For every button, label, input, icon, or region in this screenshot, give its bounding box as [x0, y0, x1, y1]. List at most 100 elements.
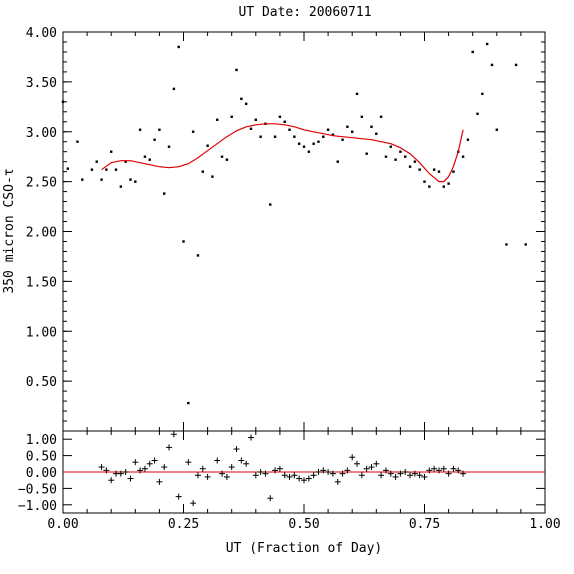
data-point [331, 133, 335, 136]
residual-point [137, 467, 144, 474]
residual-point [170, 431, 177, 438]
data-point [404, 155, 407, 158]
resid-xtick-label: 0.75 [409, 517, 440, 532]
main-ytick-label: 0.50 [26, 375, 57, 390]
residual-point [276, 465, 283, 472]
x-axis-label: UT (Fraction of Day) [226, 541, 383, 556]
data-point [384, 155, 388, 158]
data-point [447, 182, 450, 185]
data-point [461, 155, 465, 158]
residual-point [175, 493, 182, 500]
data-point [326, 128, 330, 131]
data-point [428, 185, 431, 188]
data-point [100, 178, 103, 181]
data-point [307, 150, 311, 153]
data-point [394, 158, 397, 161]
residual-point [151, 457, 158, 464]
data-point [418, 168, 421, 171]
residual-point [267, 495, 274, 502]
data-point [81, 178, 84, 181]
data-point [220, 155, 224, 158]
residual-point [156, 478, 163, 485]
data-point [110, 150, 113, 153]
data-point [66, 167, 70, 170]
residual-point [166, 444, 173, 451]
data-point [437, 170, 441, 173]
data-point [76, 140, 79, 143]
data-point [375, 132, 378, 135]
data-point [490, 63, 494, 67]
main-plot-frame [62, 31, 546, 432]
data-point [476, 112, 479, 115]
data-point [336, 160, 339, 163]
residual-point [214, 457, 221, 464]
residual-point [440, 465, 447, 472]
residual-point [373, 460, 380, 467]
data-point [293, 135, 296, 138]
residual-point [411, 470, 418, 477]
data-point [269, 203, 272, 206]
residual-point [223, 473, 230, 480]
residual-point [247, 434, 254, 441]
data-point [432, 168, 436, 171]
data-point [216, 118, 219, 121]
residual-points [98, 431, 467, 507]
residual-point [98, 464, 105, 471]
residual-point [262, 470, 269, 477]
main-x-ticks [86, 32, 522, 431]
residual-point [455, 467, 462, 474]
data-point [317, 140, 320, 143]
data-point [163, 192, 166, 195]
data-point [153, 138, 156, 141]
residual-point [344, 467, 351, 474]
resid-ytick-label: 1.00 [26, 433, 57, 448]
data-point [124, 160, 127, 163]
residual-point [296, 475, 303, 482]
residual-point [310, 472, 317, 479]
data-point [105, 168, 108, 171]
resid-ytick-label: 0.00 [26, 466, 57, 481]
residual-point [141, 465, 148, 472]
data-point [495, 128, 498, 131]
main-ytick-label: 1.00 [26, 325, 57, 340]
fit-curve-line [101, 123, 464, 183]
residual-point [194, 472, 201, 479]
residual-point [325, 469, 332, 475]
residual-point [349, 454, 356, 461]
residual-point [421, 473, 428, 480]
residual-point [132, 459, 139, 466]
residual-point [334, 478, 341, 485]
resid-ytick-label: −0.50 [18, 482, 57, 497]
main-ytick-label: 2.00 [26, 226, 57, 241]
residual-point [320, 467, 327, 474]
residual-point [339, 470, 346, 477]
residual-point [315, 469, 322, 475]
y-axis-label: 350 micron CSO-τ [2, 168, 17, 293]
main-plot-panel: 0.50 1.00 1.50 2.00 2.50 3.00 3.50 4.00 350 mic… [2, 26, 546, 432]
residual-point [416, 472, 423, 479]
residual-point [402, 469, 409, 475]
data-point [225, 158, 229, 161]
data-point [514, 63, 518, 67]
resid-xtick-label: 0.50 [288, 517, 319, 532]
residual-point [281, 472, 288, 479]
data-point [95, 160, 98, 163]
data-point [196, 254, 200, 257]
data-point [413, 160, 417, 163]
data-point [129, 178, 132, 181]
residual-point [426, 467, 433, 474]
main-ytick-label: 1.50 [26, 275, 57, 290]
data-point [341, 138, 344, 141]
data-point [134, 180, 137, 183]
data-point [408, 165, 412, 168]
main-data-points [61, 42, 527, 405]
data-point [302, 145, 306, 148]
residual-point [219, 470, 226, 477]
residual-point [108, 477, 115, 484]
data-point [259, 135, 262, 138]
residual-point [204, 473, 211, 480]
residual-point [368, 464, 375, 471]
data-point [379, 115, 383, 118]
data-point [351, 130, 354, 133]
